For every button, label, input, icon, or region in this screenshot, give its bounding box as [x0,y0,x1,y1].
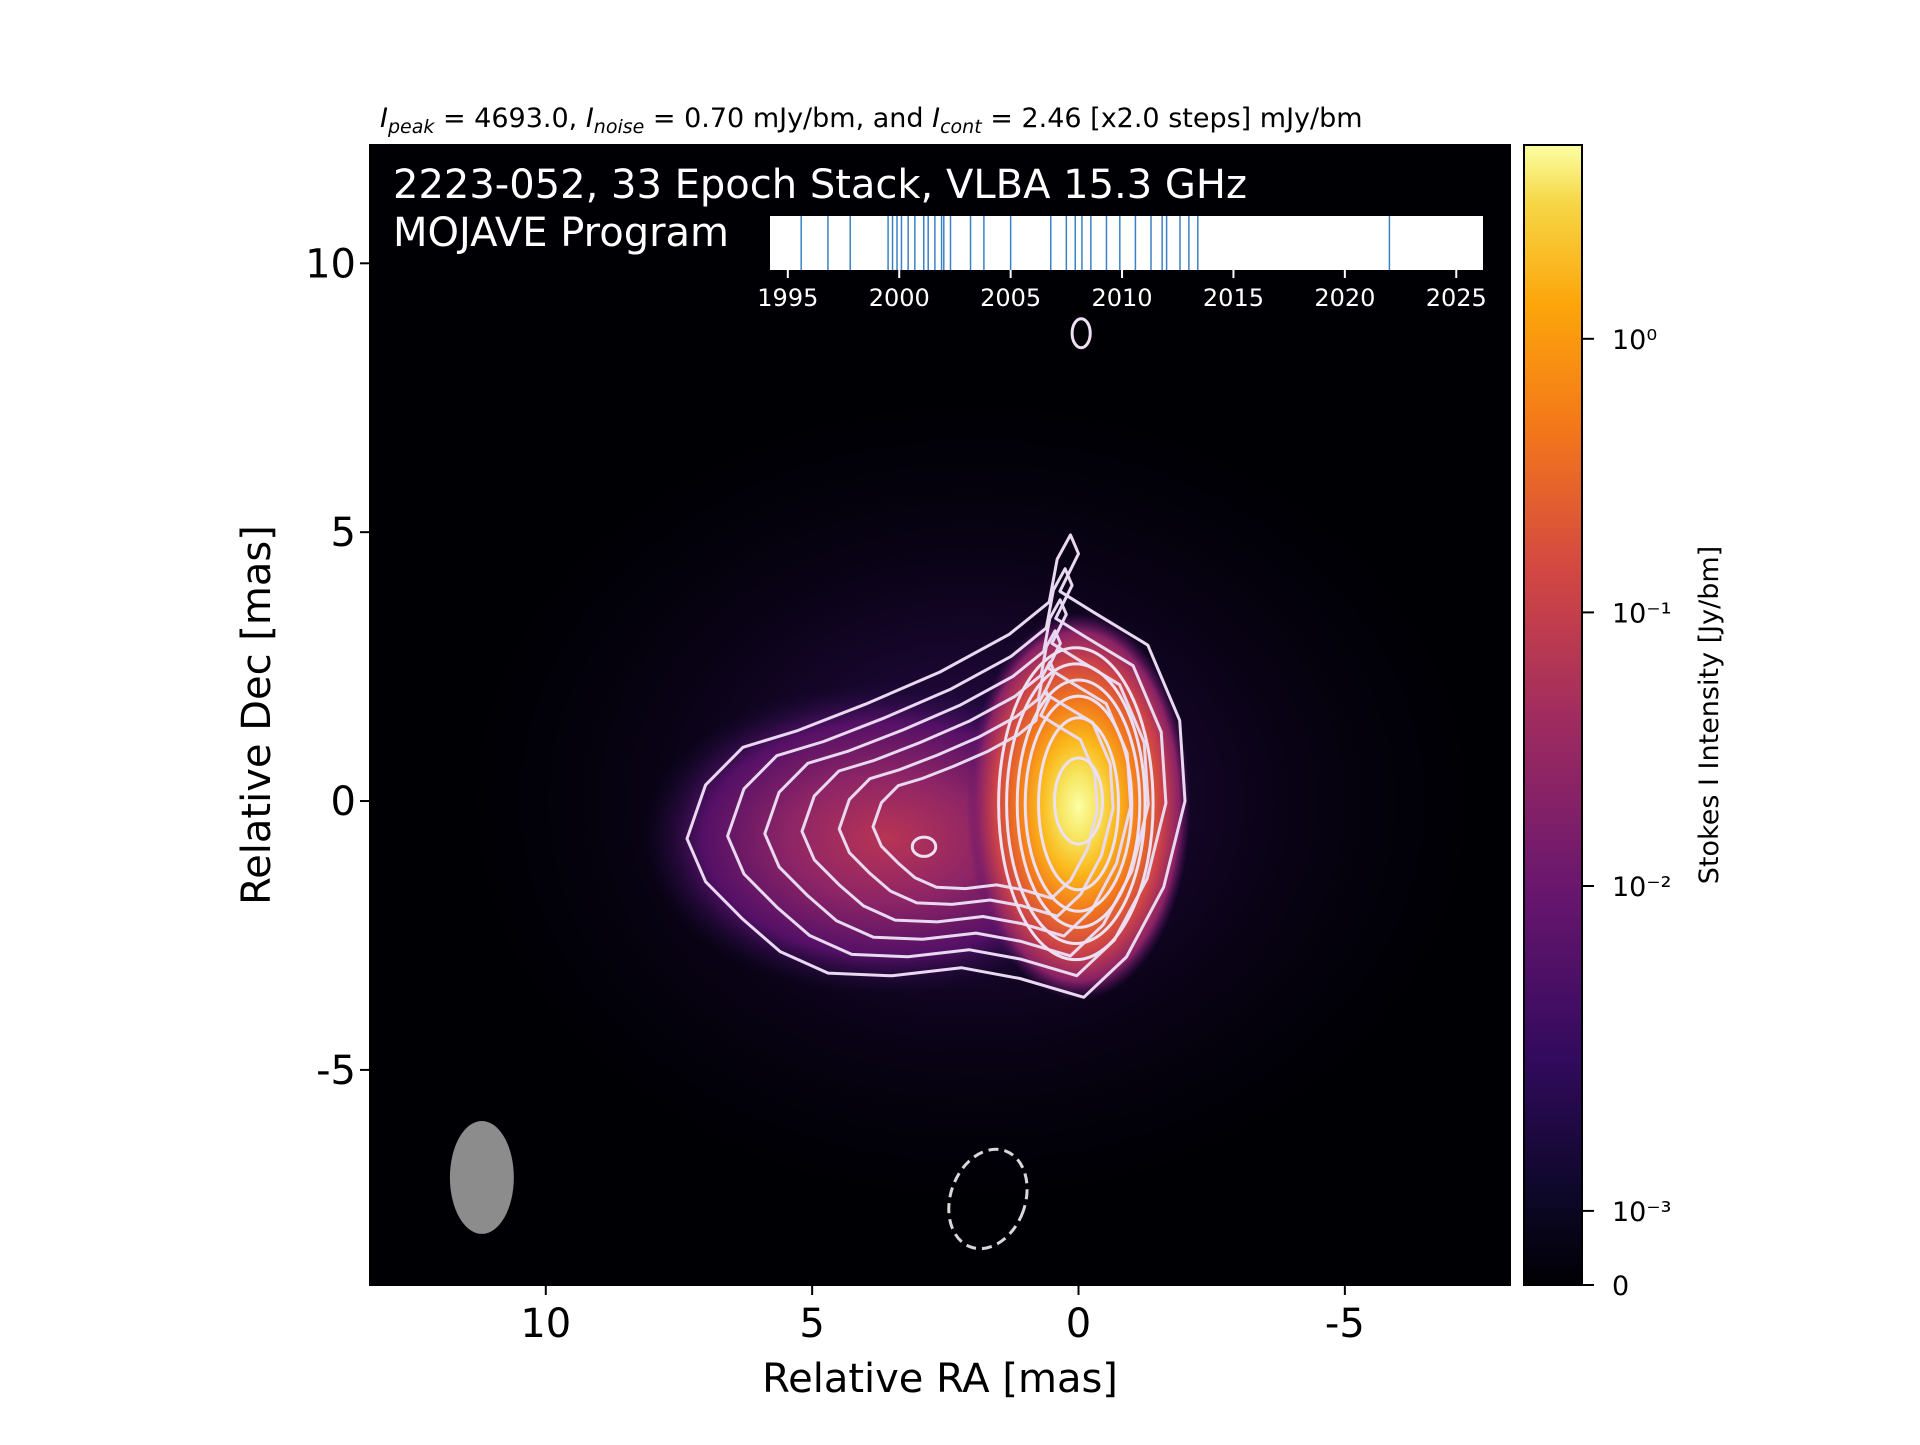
cont-symbol: I [932,103,940,134]
epoch-timeline-box [770,216,1483,270]
panel-title-line1: 2223-052, 33 Epoch Stack, VLBA 15.3 GHz [393,162,1247,208]
timeline-tick-label: 2000 [869,284,930,312]
noise-symbol: I [586,103,594,134]
y-axis: 10 5 0 -5 [305,241,370,1094]
colorbar-tick-label: 10⁰ [1612,325,1657,356]
x-axis-label: Relative RA [mas] [762,1356,1118,1402]
contour-line [1053,756,1104,846]
epoch-timeline-ticks: 1995 2000 2005 2010 2015 2020 2025 [757,270,1487,312]
timeline-tick-label: 2020 [1314,284,1375,312]
noise-subscript: noise [594,116,645,138]
cont-value: = 2.46 [x2.0 steps] mJy/bm [982,103,1363,134]
contour-line [726,567,1168,978]
contour-line [1037,716,1120,892]
peak-symbol: I [380,103,388,134]
cont-subscript: cont [940,116,983,138]
colorbar-tick-label: 0 [1612,1271,1629,1302]
contour-line [871,688,1099,900]
contour-line [763,598,1150,958]
x-tick-label: 10 [520,1301,571,1347]
timeline-tick-label: 2025 [1426,284,1487,312]
chart-header: Ipeak = 4693.0, Inoise = 0.70 mJy/bm, an… [380,103,1363,138]
noise-value: = 0.70 mJy/bm, and [644,103,932,134]
peak-subscript: peak [387,116,435,138]
timeline-tick-label: 2015 [1203,284,1264,312]
beam-ellipse [449,1120,514,1234]
y-axis-label: Relative Dec [mas] [234,525,280,905]
image-panel-frame [369,144,1511,1286]
contour-line [800,629,1133,938]
negative-contour [947,1147,1029,1251]
epoch-markers [800,216,1391,270]
x-axis: 10 5 0 -5 [520,1285,1365,1347]
timeline-tick-label: 2005 [980,284,1041,312]
colorbar [1523,144,1583,1286]
contour-line [1005,662,1147,946]
contour-line [1015,678,1142,929]
y-tick-label: 10 [305,241,356,287]
y-tick-label: 5 [331,510,356,556]
timeline-tick-label: 1995 [757,284,818,312]
contour-line [1070,317,1092,350]
contour-line [685,533,1187,999]
x-tick-label: 5 [799,1301,824,1347]
panel-title-line2: MOJAVE Program [393,210,729,256]
colorbar-tick-label: 10⁻³ [1612,1197,1671,1228]
contour-line [1023,694,1134,913]
colorbar-tick-label: 10⁻² [1612,872,1671,903]
emission-layer [465,397,1479,1205]
epoch-timeline: 1995 2000 2005 2010 2015 2020 2025 [757,216,1487,312]
y-tick-label: 0 [331,779,356,825]
peak-value: = 4693.0, [434,103,585,134]
colorbar-label: Stokes I Intensity [Jy/bm] [1694,546,1725,884]
core-emission [966,612,1191,1000]
y-tick-label: -5 [316,1048,356,1094]
contour-layer [449,317,1187,1251]
contour-line [997,646,1155,962]
x-tick-label: -5 [1325,1301,1365,1347]
timeline-tick-label: 2010 [1092,284,1153,312]
contour-line [910,835,938,858]
colorbar-tick-label: 10⁻¹ [1612,598,1671,629]
colorbar-ticks: 10⁰ 10⁻¹ 10⁻² 10⁻³ 0 [1582,325,1671,1302]
x-tick-label: 0 [1066,1301,1091,1347]
